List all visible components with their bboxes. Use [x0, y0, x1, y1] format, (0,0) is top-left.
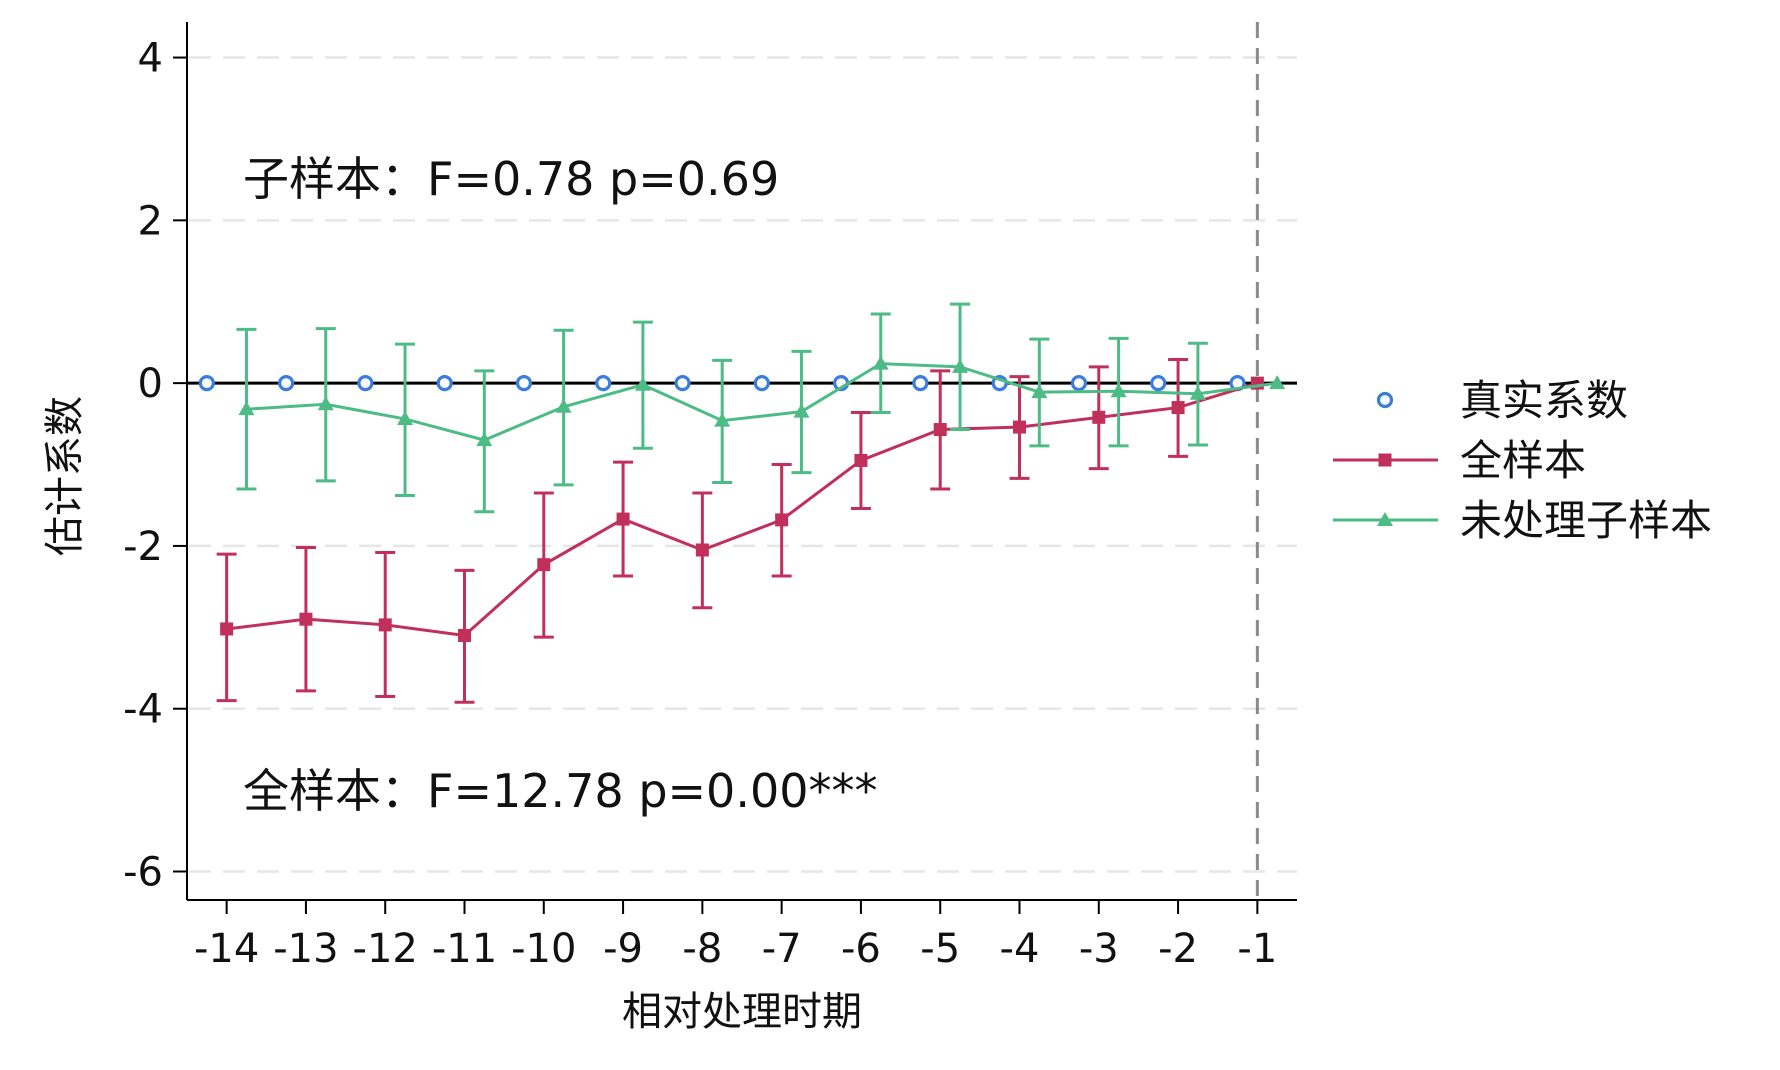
x-tick-label: -6	[841, 926, 881, 972]
data-point-circle	[1376, 391, 1394, 409]
data-point-triangle	[317, 396, 334, 411]
data-point-triangle	[1189, 385, 1206, 400]
data-point-triangle	[1269, 375, 1286, 390]
annotation-full-sample-test: 全样本：F=12.78 p=0.00***	[243, 764, 877, 818]
data-point-triangle	[634, 376, 651, 391]
grid-layer	[189, 56, 1297, 873]
series-layer	[198, 302, 1286, 704]
data-point-triangle	[1031, 384, 1048, 399]
data-point-circle	[674, 375, 691, 392]
x-tick-label: -9	[603, 926, 643, 972]
data-point-triangle	[793, 403, 810, 418]
data-point-circle	[436, 375, 453, 392]
data-point-square	[1013, 420, 1026, 434]
data-point-triangle	[476, 432, 493, 447]
x-tick-label: -13	[273, 926, 338, 972]
x-tick-label: -11	[432, 926, 497, 972]
series-2	[236, 302, 1286, 514]
y-tick-label: 0	[138, 361, 163, 407]
axes: 4 2 0 -2 -4 -6 -14 -13 -12 -11 -10 -9 -8 -7 -6 -5 -4 -3 -2…	[123, 22, 1297, 972]
data-point-triangle	[952, 358, 969, 373]
data-point-circle	[357, 375, 374, 392]
data-point-triangle	[238, 401, 255, 416]
data-point-square	[854, 453, 868, 467]
data-point-square	[220, 622, 234, 636]
data-point-square	[1092, 410, 1106, 424]
legend-label: 未处理子样本	[1460, 496, 1712, 545]
data-point-triangle	[1377, 512, 1393, 526]
y-tick-label: 4	[138, 36, 163, 82]
x-tick-label: -7	[762, 926, 802, 972]
annotation-subsample-test: 子样本：F=0.78 p=0.69	[243, 152, 779, 206]
data-point-square	[695, 543, 709, 557]
series-line	[226, 381, 1258, 638]
data-point-triangle	[1110, 383, 1127, 398]
series-line	[246, 362, 1278, 442]
y-axis-title: 估计系数	[42, 396, 88, 556]
data-point-square	[299, 612, 313, 626]
y-tick-label: -6	[123, 850, 163, 896]
x-tick-label: -12	[353, 926, 418, 972]
data-point-triangle	[714, 412, 731, 427]
x-tick-label: -8	[682, 926, 722, 972]
data-point-triangle	[397, 410, 414, 425]
legend-label: 真实系数	[1460, 376, 1628, 425]
data-point-square	[1171, 401, 1185, 415]
data-point-circle	[198, 375, 215, 392]
data-point-circle	[278, 375, 295, 392]
x-tick-label: -4	[1000, 926, 1040, 972]
x-tick-label: -2	[1158, 926, 1198, 972]
data-point-square	[616, 512, 630, 526]
data-point-square	[537, 558, 551, 572]
legend-label: 全样本	[1460, 436, 1586, 485]
x-tick-label: -5	[920, 926, 960, 972]
series-1	[216, 358, 1264, 704]
data-point-square	[1378, 453, 1392, 467]
data-point-square	[933, 423, 947, 437]
data-point-circle	[1070, 375, 1088, 392]
y-tick-label: -4	[123, 687, 163, 733]
x-tick-label: -1	[1237, 926, 1277, 972]
x-tick-label: -10	[511, 926, 576, 972]
data-point-square	[458, 628, 471, 642]
data-point-square	[378, 618, 392, 632]
data-point-circle	[753, 375, 770, 392]
data-point-triangle	[555, 398, 572, 413]
data-point-circle	[515, 375, 533, 392]
x-tick-label: -3	[1079, 926, 1119, 972]
data-point-circle	[595, 375, 612, 392]
data-point-triangle	[872, 355, 889, 370]
data-point-circle	[912, 375, 929, 392]
data-point-square	[775, 513, 789, 527]
data-point-circle	[1150, 375, 1167, 392]
y-tick-label: -2	[123, 524, 163, 570]
y-tick-label: 2	[138, 198, 163, 244]
x-axis-title: 相对处理时期	[622, 989, 862, 1035]
x-tick-label: -14	[194, 926, 259, 972]
